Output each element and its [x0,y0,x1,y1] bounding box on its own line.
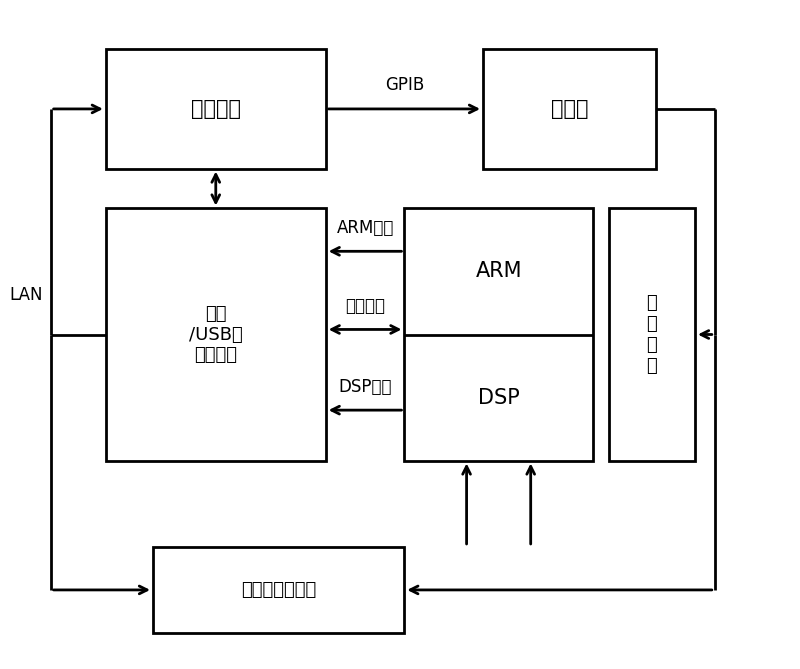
Text: 串口
/USB口
转换单元: 串口 /USB口 转换单元 [189,304,242,365]
Bar [483,50,656,169]
Bar [153,547,404,633]
Bar [106,50,326,169]
Text: ARM跟踪: ARM跟踪 [336,219,394,237]
Bar [404,209,593,460]
Text: DSP跟踪: DSP跟踪 [338,377,392,395]
Text: LAN: LAN [10,286,43,304]
Text: ARM: ARM [475,262,522,282]
Text: 信号源: 信号源 [550,99,588,119]
Text: 被
测
终
端: 被 测 终 端 [646,294,658,375]
Bar [609,209,695,460]
Text: 矢量信号分析仪: 矢量信号分析仪 [241,581,316,599]
Bar [106,209,326,460]
Text: 控制设备: 控制设备 [190,99,241,119]
Text: DSP: DSP [478,387,519,407]
Text: GPIB: GPIB [385,76,424,94]
Text: 原语收发: 原语收发 [345,297,385,315]
